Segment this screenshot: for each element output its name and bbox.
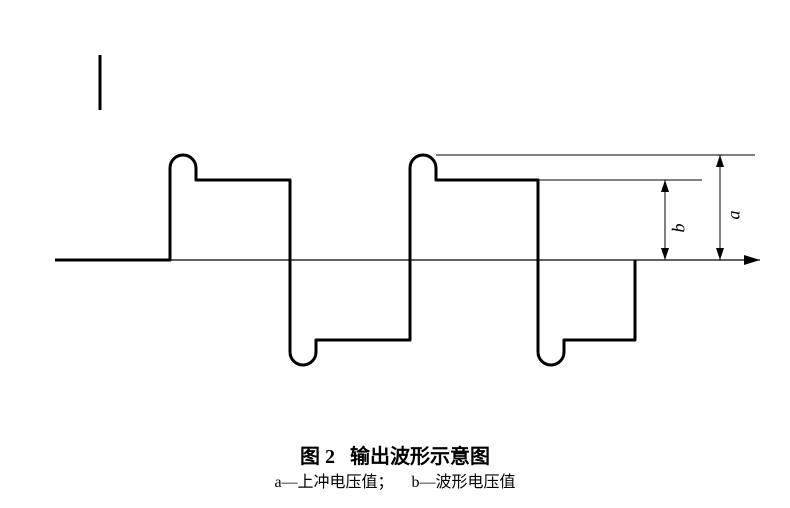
figure-container: a b 图 2 输出波形示意图 a—上冲电压值； b—波形电压值: [0, 0, 790, 508]
dimension-label-b: b: [669, 224, 690, 233]
dimension-label-a: a: [724, 211, 745, 220]
figure-legend: a—上冲电压值； b—波形电压值: [0, 468, 790, 492]
waveform-diagram: [0, 0, 790, 508]
figure-caption: 图 2 输出波形示意图: [0, 440, 790, 469]
x-axis-arrow: [744, 255, 760, 265]
legend-b: b—波形电压值: [412, 474, 516, 491]
dimension-a: [712, 155, 728, 260]
legend-a: a—上冲电压值；: [274, 474, 393, 491]
dimension-b: [657, 180, 673, 260]
caption-title: 输出波形示意图: [350, 446, 490, 468]
caption-prefix: 图 2: [300, 446, 335, 468]
